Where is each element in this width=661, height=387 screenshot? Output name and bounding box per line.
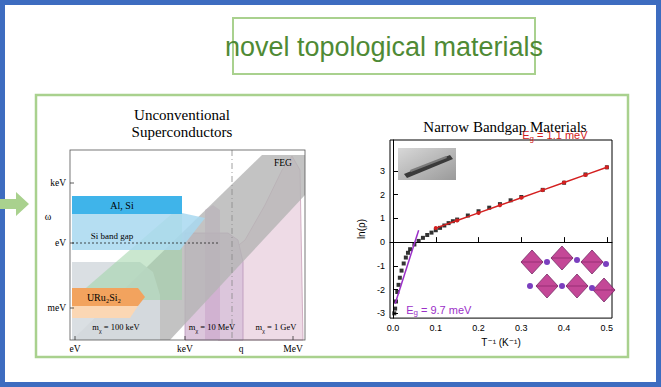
svg-text:MeV: MeV: [283, 344, 303, 354]
svg-text:Al, Si: Al, Si: [110, 200, 134, 211]
svg-text:3: 3: [380, 166, 385, 176]
svg-text:0.5: 0.5: [601, 323, 614, 333]
svg-text:eV: eV: [55, 238, 66, 248]
svg-text:1: 1: [380, 213, 385, 223]
svg-text:0.2: 0.2: [472, 323, 485, 333]
svg-text:0.0: 0.0: [387, 323, 400, 333]
svg-text:= 9.7 meV: = 9.7 meV: [418, 304, 472, 316]
svg-text:0: 0: [380, 237, 385, 247]
svg-text:Superconductors: Superconductors: [132, 124, 233, 140]
svg-text:0.3: 0.3: [515, 323, 528, 333]
svg-text:URu₂Si₂: URu₂Si₂: [87, 292, 121, 303]
svg-text:Unconventional: Unconventional: [134, 107, 230, 123]
svg-text:mχ = 1 GeV: mχ = 1 GeV: [256, 322, 298, 334]
svg-text:keV: keV: [50, 178, 66, 188]
svg-text:ω: ω: [45, 211, 52, 222]
svg-text:0.1: 0.1: [430, 323, 443, 333]
svg-text:T⁻¹ (K⁻¹): T⁻¹ (K⁻¹): [481, 337, 520, 348]
svg-text:keV: keV: [177, 344, 193, 354]
svg-text:q: q: [239, 344, 244, 354]
svg-text:Narrow Bandgap Materials: Narrow Bandgap Materials: [423, 119, 586, 135]
svg-text:-3: -3: [377, 308, 385, 318]
svg-text:FEG: FEG: [274, 158, 292, 168]
svg-text:E: E: [406, 304, 413, 316]
svg-text:mχ = 10 MeV: mχ = 10 MeV: [189, 322, 236, 334]
svg-text:2: 2: [380, 190, 385, 200]
svg-text:-1: -1: [377, 261, 385, 271]
svg-text:novel topological materials: novel topological materials: [225, 32, 543, 62]
svg-text:Si band gap: Si band gap: [91, 231, 134, 241]
svg-text:meV: meV: [48, 303, 67, 313]
svg-text:0.4: 0.4: [558, 323, 571, 333]
svg-text:ln(ρ): ln(ρ): [356, 219, 367, 239]
svg-text:mχ = 100 keV: mχ = 100 keV: [92, 322, 140, 334]
svg-text:eV: eV: [69, 344, 80, 354]
svg-text:-2: -2: [377, 285, 385, 295]
